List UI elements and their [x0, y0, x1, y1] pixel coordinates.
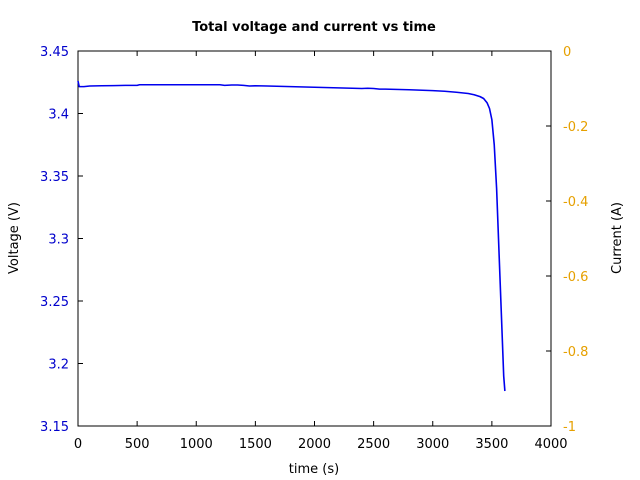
y-tick-label: 3.25 — [40, 295, 69, 310]
y-tick-label: 3.15 — [40, 420, 69, 435]
y-tick-label: 3.3 — [48, 233, 69, 248]
left-y-axis-ticks: 3.15 3.2 3.25 3.3 3.35 3.4 3.45 — [40, 45, 83, 435]
x-tick-label: 2000 — [298, 437, 331, 452]
y2-tick-label: -0.4 — [563, 195, 588, 210]
y2-tick-label: -0.8 — [563, 345, 588, 360]
x-axis-ticks: 0 500 1000 1500 2000 2500 3000 3500 4000 — [74, 51, 568, 452]
right-y-axis-ticks: -1 -0.8 -0.6 -0.4 -0.2 0 — [546, 45, 588, 435]
x-tick-label: 3500 — [475, 437, 508, 452]
y-tick-label: 3.35 — [40, 170, 69, 185]
x-tick-label: 1000 — [180, 437, 213, 452]
voltage-series-line — [77, 80, 506, 392]
y-tick-label: 3.4 — [48, 108, 69, 123]
x-tick-label: 500 — [125, 437, 150, 452]
x-axis-label: time (s) — [289, 462, 339, 477]
x-tick-label: 1500 — [239, 437, 272, 452]
x-tick-label: 2500 — [357, 437, 390, 452]
y-tick-label: 3.45 — [40, 45, 69, 60]
series-layer — [77, 80, 506, 392]
chart-title: Total voltage and current vs time — [192, 20, 436, 35]
y2-tick-label: -0.2 — [563, 120, 588, 135]
x-tick-label: 4000 — [534, 437, 567, 452]
y2-tick-label: -0.6 — [563, 270, 588, 285]
right-y-axis-label: Current (A) — [610, 202, 625, 274]
y2-tick-label: 0 — [563, 45, 571, 60]
y2-tick-label: -1 — [563, 420, 576, 435]
x-tick-label: 0 — [74, 437, 82, 452]
x-tick-label: 3000 — [416, 437, 449, 452]
plot-area-frame — [77, 50, 552, 427]
y-tick-label: 3.2 — [48, 358, 69, 373]
left-y-axis-label: Voltage (V) — [7, 202, 22, 274]
